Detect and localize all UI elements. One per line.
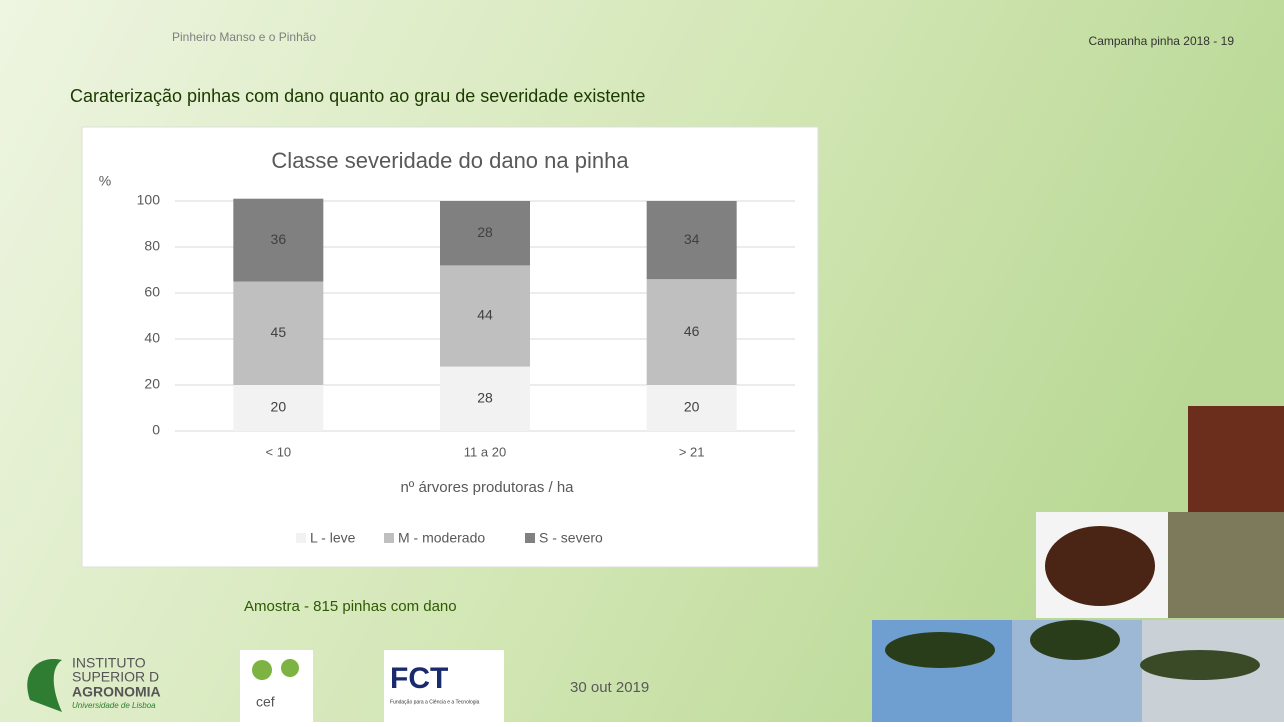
y-tick-label: 0 bbox=[152, 422, 160, 438]
y-tick-label: 40 bbox=[144, 330, 160, 346]
photo bbox=[1045, 526, 1155, 606]
logo-text: AGRONOMIA bbox=[72, 684, 161, 700]
photo bbox=[885, 632, 995, 668]
legend-label: M - moderado bbox=[398, 530, 485, 546]
x-axis-label: nº árvores produtoras / ha bbox=[400, 479, 574, 496]
photo bbox=[1188, 406, 1284, 512]
logo-icon bbox=[252, 660, 272, 680]
logo-icon bbox=[281, 659, 299, 677]
slide: Pinheiro Manso e o Pinhão Campanha pinha… bbox=[0, 0, 1284, 722]
data-label: 34 bbox=[684, 231, 700, 247]
logo-text: FCT bbox=[390, 662, 448, 695]
photo bbox=[1030, 620, 1120, 660]
slide-title: Caraterização pinhas com dano quanto ao … bbox=[70, 86, 645, 106]
isa-logo: INSTITUTO SUPERIOR D AGRONOMIA Universid… bbox=[27, 655, 160, 712]
photo bbox=[1168, 512, 1284, 618]
header-left: Pinheiro Manso e o Pinhão bbox=[172, 30, 316, 44]
logo-text: Universidade de Lisboa bbox=[72, 701, 156, 710]
y-tick-label: 100 bbox=[137, 192, 161, 208]
legend-label: S - severo bbox=[539, 530, 603, 546]
data-label: 36 bbox=[271, 231, 287, 247]
data-label: 28 bbox=[477, 390, 493, 406]
legend-label: L - leve bbox=[310, 530, 356, 546]
page: Pinheiro Manso e o Pinhão Campanha pinha… bbox=[0, 0, 1284, 722]
data-label: 46 bbox=[684, 323, 700, 339]
header-right: Campanha pinha 2018 - 19 bbox=[1089, 34, 1235, 48]
y-tick-label: 20 bbox=[144, 376, 160, 392]
x-tick-label: < 10 bbox=[265, 444, 291, 459]
x-tick-label: > 21 bbox=[679, 444, 705, 459]
y-tick-label: 80 bbox=[144, 238, 160, 254]
data-label: 28 bbox=[477, 224, 493, 240]
data-label: 45 bbox=[271, 324, 287, 340]
y-axis-label: % bbox=[99, 173, 111, 189]
legend-swatch bbox=[384, 533, 394, 543]
logo-text: cef bbox=[256, 694, 275, 710]
legend-swatch bbox=[296, 533, 306, 543]
data-label: 20 bbox=[684, 399, 700, 415]
cef-logo-box bbox=[240, 650, 313, 722]
sample-note: Amostra - 815 pinhas com dano bbox=[244, 598, 457, 615]
logo-text: Fundação para a Ciência e a Tecnologia bbox=[390, 699, 480, 705]
x-tick-label: 11 a 20 bbox=[464, 444, 506, 459]
y-tick-label: 60 bbox=[144, 284, 160, 300]
legend-swatch bbox=[525, 533, 535, 543]
chart-title: Classe severidade do dano na pinha bbox=[271, 148, 629, 173]
logo-text: SUPERIOR D bbox=[72, 669, 159, 685]
data-label: 20 bbox=[271, 399, 287, 415]
photo bbox=[1140, 650, 1260, 680]
date: 30 out 2019 bbox=[570, 679, 649, 696]
data-label: 44 bbox=[477, 307, 493, 323]
